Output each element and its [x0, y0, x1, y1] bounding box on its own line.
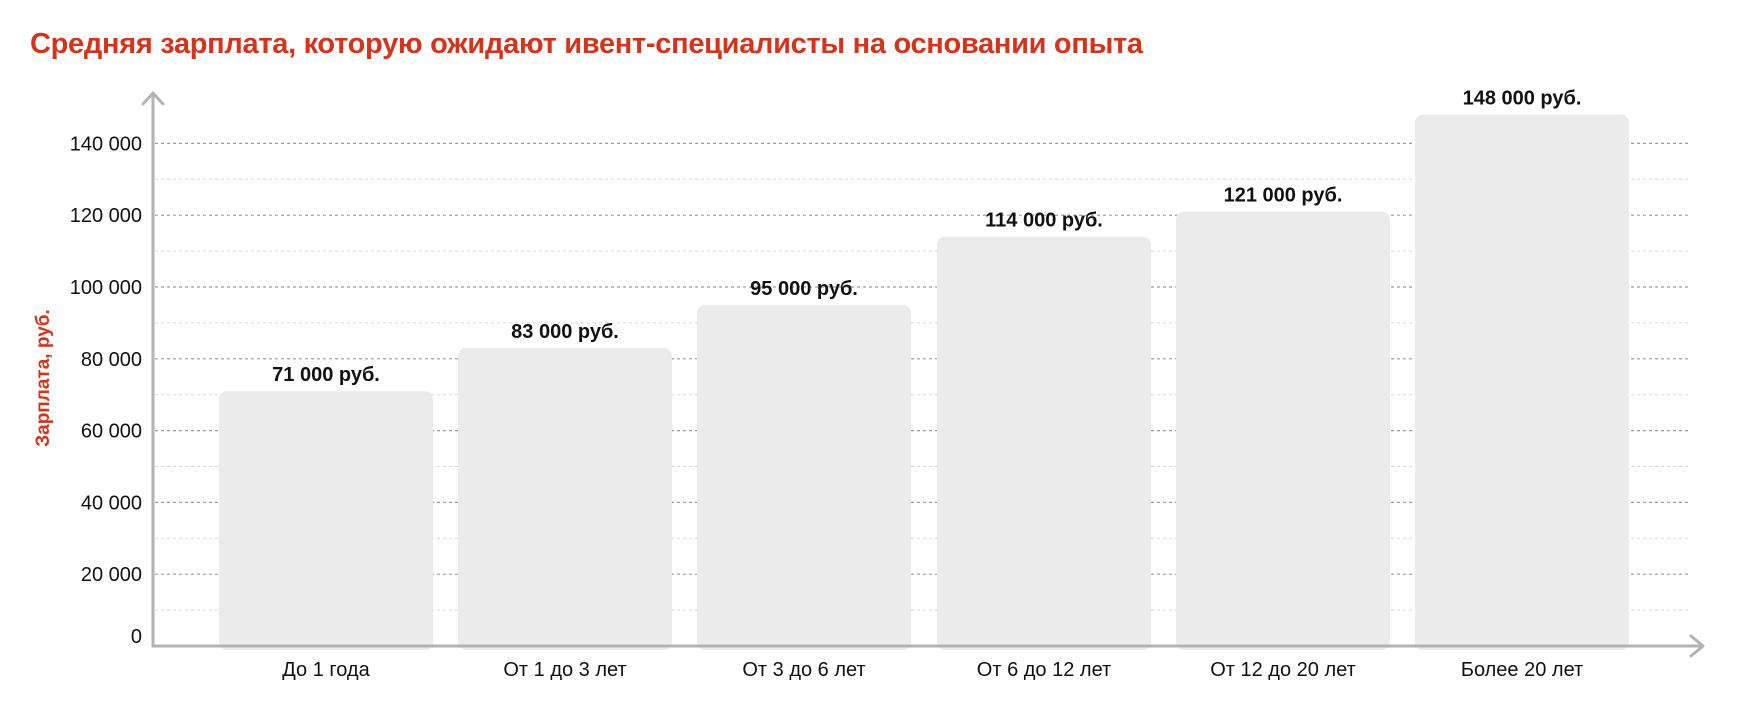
y-tick-label: 140 000: [70, 133, 142, 155]
axes: [141, 91, 1705, 658]
y-tick-label: 40 000: [81, 492, 142, 514]
x-category-label: До 1 года: [282, 659, 370, 681]
bar: [458, 348, 672, 650]
x-category-labels: До 1 года От 1 до 3 лет От 3 до 6 лет От 6 …: [282, 659, 1583, 681]
y-tick-label: 20 000: [81, 564, 142, 586]
bar: [219, 391, 433, 650]
y-axis-arrow: [141, 91, 165, 106]
x-category-label: От 12 до 20 лет: [1210, 659, 1356, 681]
y-tick-label: 80 000: [81, 349, 142, 371]
y-tick-label: 60 000: [81, 421, 142, 443]
x-category-label: От 3 до 6 лет: [742, 659, 865, 681]
y-axis-title: Зарплата, руб.: [33, 309, 54, 447]
y-tick-labels: 0 20 000 40 000 60 000 80 000 100 000 120 000 1…: [70, 133, 142, 648]
x-category-label: От 6 до 12 лет: [977, 659, 1111, 681]
chart-title: Средняя зарплата, которую ожидают ивент-…: [30, 28, 1143, 60]
value-labels: 71 000 руб. 83 000 руб. 95 000 руб. 114 000…: [272, 88, 1581, 386]
bar: [1415, 114, 1629, 651]
data-label: 148 000 руб.: [1463, 88, 1582, 110]
x-category-label: Более 20 лет: [1461, 659, 1583, 681]
bars: [219, 114, 1629, 651]
y-tick-label: 120 000: [70, 205, 142, 227]
y-tick-label: 100 000: [70, 277, 142, 299]
data-label: 71 000 руб.: [272, 364, 380, 386]
bar: [937, 236, 1151, 651]
data-label: 95 000 руб.: [750, 278, 858, 300]
y-tick-label: 0: [131, 626, 142, 648]
data-label: 83 000 руб.: [511, 321, 619, 343]
bar: [1176, 211, 1390, 651]
x-category-label: От 1 до 3 лет: [503, 659, 626, 681]
x-axis-arrow: [1689, 634, 1705, 658]
data-label: 114 000 руб.: [985, 210, 1103, 232]
bar: [697, 304, 911, 650]
data-label: 121 000 руб.: [1224, 185, 1343, 207]
